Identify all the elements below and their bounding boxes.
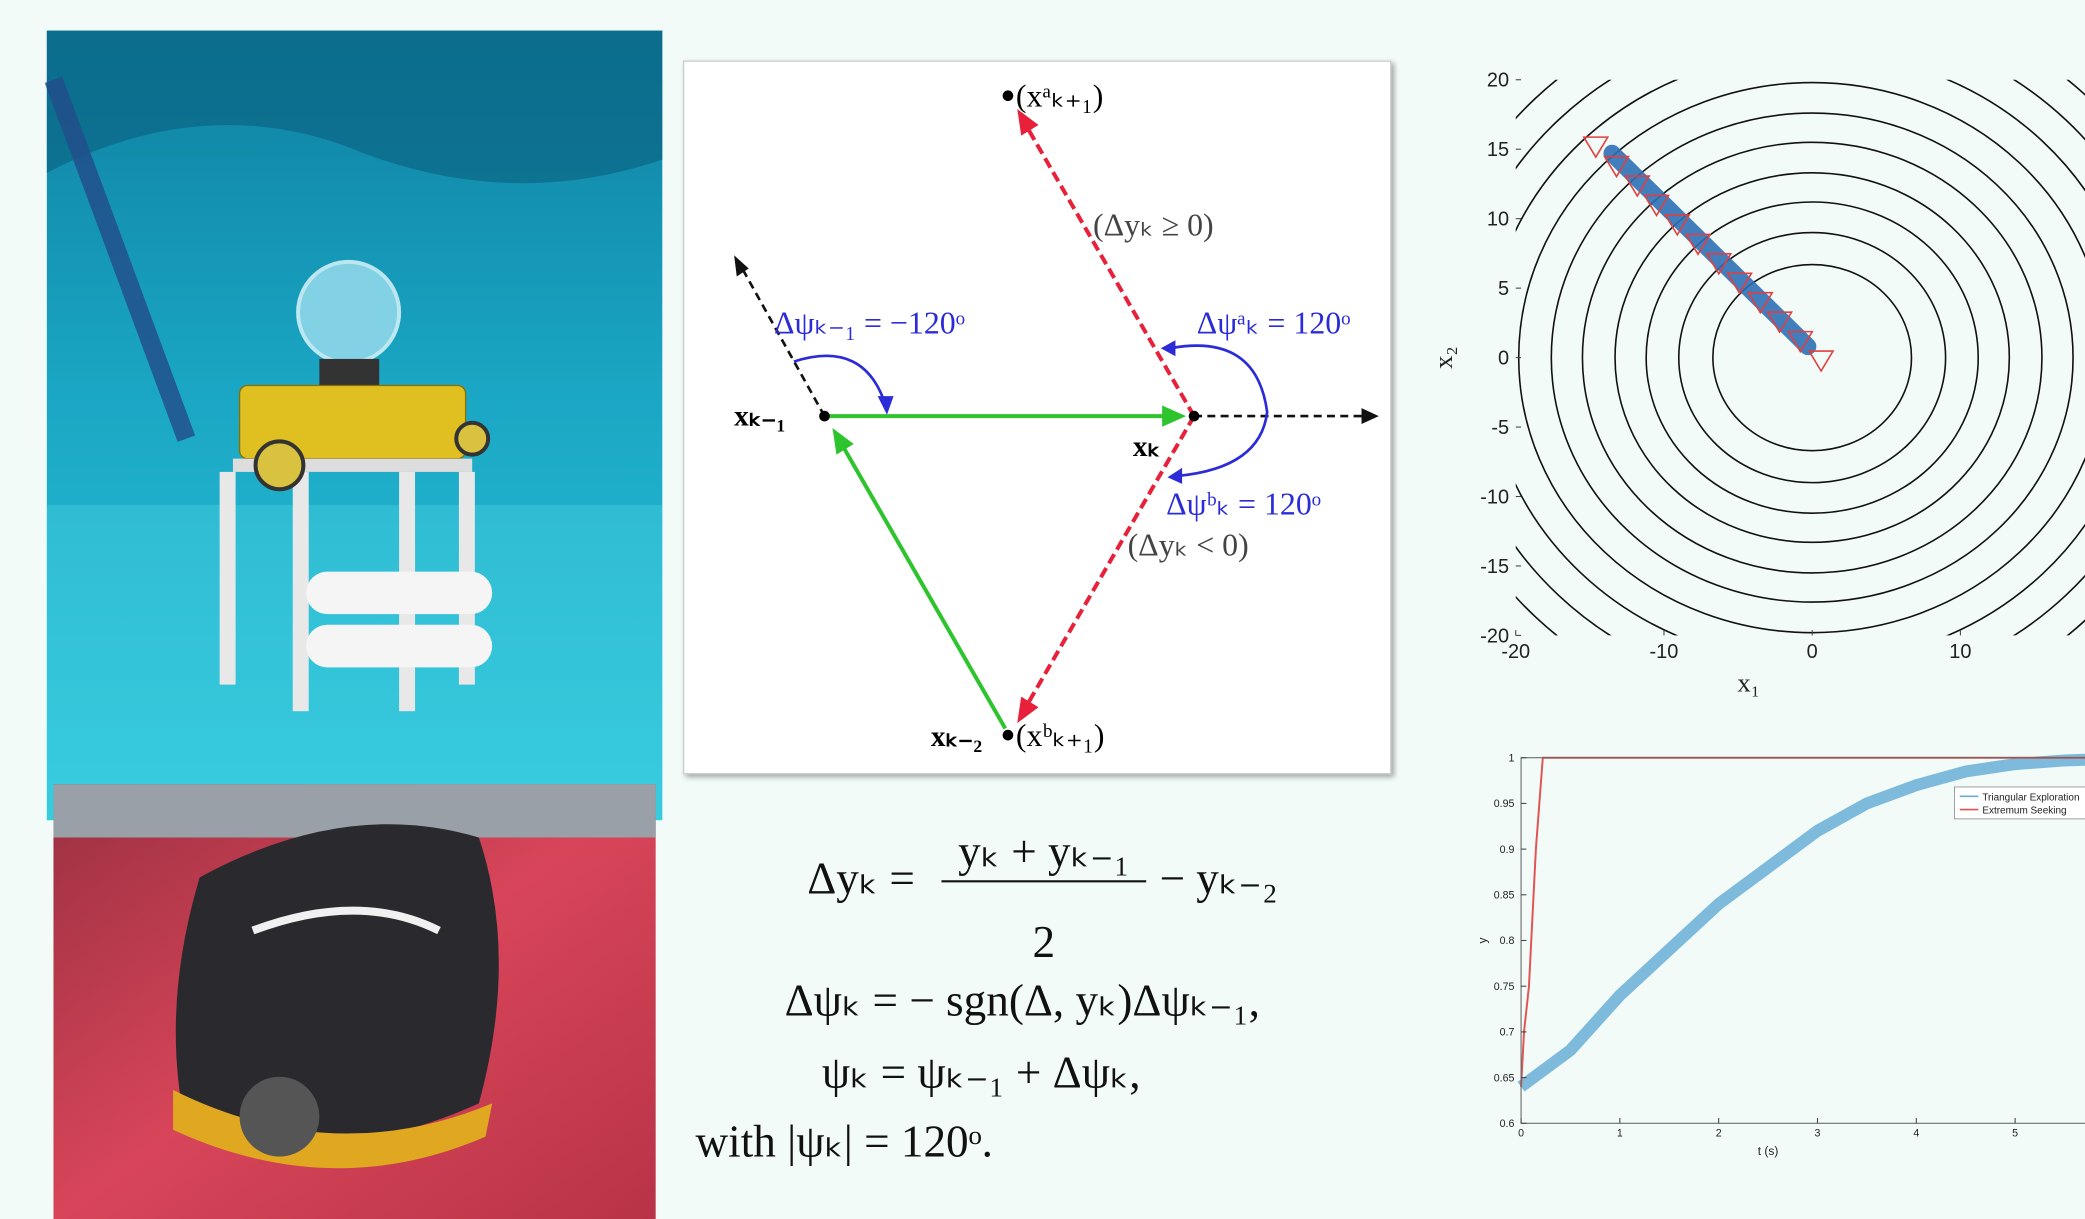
x-tick-label: 0 <box>1807 641 1818 663</box>
equation-tail: − yₖ₋₂ <box>1159 853 1277 903</box>
x-axis-label: x₁ <box>1737 667 1760 697</box>
equation-denominator: 2 <box>1033 917 1056 967</box>
contour-line <box>1453 21 2085 693</box>
y-tick-label: 5 <box>1498 278 1509 300</box>
y-tick-label: 0.75 <box>1494 981 1515 993</box>
x-tick-label: 4 <box>1913 1128 1919 1140</box>
equation-numerator: yₖ + yₖ₋₁ <box>958 827 1129 877</box>
y-tick-label: 0.6 <box>1500 1118 1515 1130</box>
page: { "diagram": { "labels": ["xₖ₋₁", "xₖ", … <box>0 0 2085 1219</box>
equation: ψₖ = ψₖ₋₁ + Δψₖ, <box>822 1047 1141 1097</box>
point-label: xₖ₋₁ <box>734 400 785 432</box>
y-tick-label: 0 <box>1498 348 1509 370</box>
slide: xₖ₋₁ xₖ (xᵃₖ₊₁) xₖ₋₂ (xᵇₖ₊₁) (Δyₖ ≥ 0) (… <box>0 0 2085 1219</box>
point <box>819 411 830 422</box>
x-tick-label: 10 <box>1949 641 1971 663</box>
y-axis-label: x₂ <box>1428 346 1458 369</box>
y-tick-label: 10 <box>1487 209 1509 231</box>
equation: with |ψₖ| = 120ᵒ. <box>696 1117 993 1167</box>
photo-sensor-box <box>53 784 655 1219</box>
y-tick-label: 0.65 <box>1494 1072 1515 1084</box>
equations: Δyₖ = yₖ + yₖ₋₁ 2 − yₖ₋₂ Δψₖ = − sgn(Δ, … <box>696 827 1278 1167</box>
photo-underwater-robot <box>47 31 662 821</box>
point-label: xₖ₋₂ <box>931 721 982 753</box>
y-axis-label: y <box>1475 937 1489 943</box>
y-tick-label: 0.85 <box>1494 890 1515 902</box>
condition-label: (Δyₖ < 0) <box>1128 528 1249 563</box>
point-label: (xᵃₖ₊₁) <box>1016 78 1103 113</box>
angle-label: Δψᵇₖ = 120ᵒ <box>1166 486 1321 521</box>
legend-label: Triangular Exploration <box>1982 792 2079 803</box>
y-tick-label: 20 <box>1487 70 1509 92</box>
point <box>1189 411 1200 422</box>
marker <box>1809 351 1833 371</box>
y-tick-label: 15 <box>1487 139 1509 161</box>
x-tick-label: 1 <box>1617 1128 1623 1140</box>
y-tick-label: -15 <box>1480 556 1509 578</box>
point-label: (xᵇₖ₊₁) <box>1016 718 1105 753</box>
x-tick-label: 3 <box>1815 1128 1821 1140</box>
contour-line <box>1519 83 2085 633</box>
y-tick-label: 0.8 <box>1500 935 1515 947</box>
y-tick-label: -20 <box>1480 625 1509 647</box>
contour-line <box>1421 0 2085 724</box>
y-tick-label: -5 <box>1491 417 1509 439</box>
condition-label: (Δyₖ ≥ 0) <box>1093 207 1214 242</box>
point <box>1003 730 1014 741</box>
equation-lhs: Δyₖ = <box>807 853 915 903</box>
x-tick-label: 2 <box>1716 1128 1722 1140</box>
trajectory <box>1612 153 1808 346</box>
point-label: xₖ <box>1133 431 1160 463</box>
y-tick-label: 1 <box>1508 752 1514 764</box>
y-tick-label: -10 <box>1480 486 1509 508</box>
x-tick-label: 0 <box>1518 1128 1524 1140</box>
y-tick-label: 0.7 <box>1500 1027 1515 1039</box>
y-tick-label: 0.9 <box>1500 844 1515 856</box>
equation: Δψₖ = − sgn(Δ, yₖ)Δψₖ₋₁, <box>785 976 1260 1026</box>
angle-label: Δψₖ₋₁ = −120ᵒ <box>774 306 965 341</box>
point <box>1003 90 1014 101</box>
legend-label: Extremum Seeking <box>1982 806 2066 817</box>
y-tick-label: 0.95 <box>1494 798 1515 810</box>
angle-label: Δψᵃₖ = 120ᵒ <box>1197 306 1351 341</box>
triangle-diagram: xₖ₋₁ xₖ (xᵃₖ₊₁) xₖ₋₂ (xᵇₖ₊₁) (Δyₖ ≥ 0) (… <box>684 61 1391 774</box>
x-tick-label: -10 <box>1650 641 1679 663</box>
x-tick-label: 5 <box>2012 1128 2018 1140</box>
x-axis-label: t (s) <box>1758 1144 1779 1158</box>
